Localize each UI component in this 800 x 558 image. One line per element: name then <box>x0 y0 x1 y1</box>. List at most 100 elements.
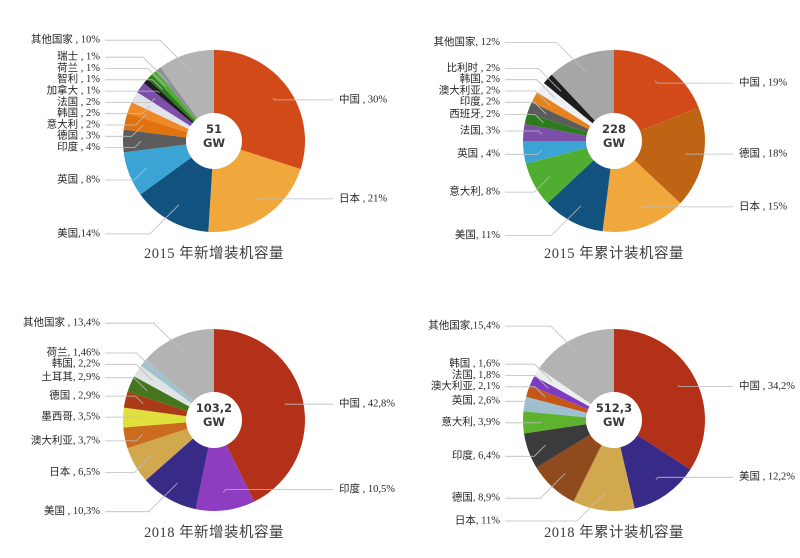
pie-slice-美国 <box>140 141 214 232</box>
leader-line <box>505 473 566 499</box>
slice-label-中国: 中国 , 19% <box>739 76 787 89</box>
slice-label-美国: 美国, 11% <box>455 228 500 241</box>
slice-label-韩国: 韩国, 2% <box>460 72 500 85</box>
slice-label-英国: 英国 , 8% <box>57 172 100 185</box>
leader-line <box>505 375 549 389</box>
leader-line <box>105 113 147 126</box>
slice-label-其他国家: 其他国家 , 13,4% <box>23 316 100 329</box>
leader-line <box>505 114 544 124</box>
donut-hole <box>586 113 642 169</box>
slice-label-德国: 德国, 8,9% <box>452 491 500 504</box>
leader-line <box>105 167 147 181</box>
slice-label-印度: 印度 , 4% <box>57 140 100 153</box>
slice-label-其他国家: 其他国家, 12% <box>434 35 501 48</box>
slice-label-日本: 日本 , 6,5% <box>49 465 100 478</box>
slice-label-美国: 美国 , 10,3% <box>44 504 100 517</box>
leader-line <box>105 363 153 381</box>
chart-cell-2018-cumulative: 中国 , 34,2% 美国 , 12,2% 其他国家,15,4% 韩国 , 1,6% 法… <box>400 279 800 558</box>
slice-label-中国: 中国 , 34,2% <box>739 379 795 392</box>
slice-label-其他国家: 其他国家,15,4% <box>428 319 500 332</box>
leader-line <box>505 325 581 356</box>
slice-label-其他国家: 其他国家 , 10% <box>31 33 100 46</box>
pie-slice-中国 <box>614 50 699 141</box>
leader-line <box>254 198 333 202</box>
slice-label-日本: 日本 , 15% <box>739 199 787 212</box>
slice-label-土耳其: 土耳其, 2,9% <box>41 370 100 383</box>
leader-line <box>105 56 170 84</box>
chart-cell-2015-new: 中国 , 30% 日本 , 21% 其他国家 , 10% 瑞士 , 1% 荷兰 , 1%… <box>0 0 400 279</box>
chart-title: 2018 年新增装机容量 <box>143 525 285 541</box>
slice-label-荷兰: 荷兰 , 1% <box>57 61 100 74</box>
chart-title: 2018 年累计装机容量 <box>543 525 685 541</box>
chart-title: 2015 年新增装机容量 <box>143 246 285 262</box>
pie-slice-其他国家 <box>146 329 214 420</box>
leader-line <box>105 68 167 87</box>
slice-label-韩国: 韩国 , 1,6% <box>449 357 500 370</box>
pie-slice-美国 <box>547 141 614 232</box>
slice-label-德国: 德国 , 18% <box>739 147 787 160</box>
pie-slice-中国 <box>214 329 305 502</box>
leader-line <box>505 149 543 155</box>
slice-label-意大利: 意大利 , 2% <box>47 117 101 130</box>
slice-label-澳大利亚: 澳大利亚, 3,7% <box>31 433 100 446</box>
leader-line <box>105 482 178 513</box>
leader-line <box>638 206 733 210</box>
leader-line <box>105 434 143 442</box>
slice-label-韩国: 韩国, 2,2% <box>52 357 100 370</box>
leader-line <box>105 105 151 115</box>
slice-label-印度: 印度 , 10,5% <box>339 482 395 495</box>
pie-chart-2015-cumulative: 中国 , 19% 德国 , 18% 日本 , 15% 其他国家, 12% 比利时 , 2… <box>434 35 788 241</box>
chart-cell-2015-cumulative: 中国 , 19% 德国 , 18% 日本 , 15% 其他国家, 12% 比利时 , 2… <box>400 0 800 279</box>
leader-line <box>105 377 148 392</box>
pie-slice-美国 <box>614 420 691 509</box>
leader-line <box>505 363 553 382</box>
leader-line <box>105 39 192 73</box>
pie-slice-印度 <box>123 129 214 153</box>
leader-line <box>505 386 546 398</box>
leader-line <box>654 80 733 84</box>
leader-line <box>685 153 733 155</box>
leader-line <box>105 416 142 419</box>
slice-label-印度: 印度, 2% <box>460 95 500 108</box>
leader-line <box>505 42 588 74</box>
leader-line <box>505 492 606 522</box>
slice-label-法国: 法国, 3% <box>460 123 500 136</box>
leader-line <box>105 455 152 474</box>
leader-line <box>105 90 160 94</box>
pie-slice-墨西哥 <box>122 407 214 428</box>
leader-line <box>272 97 333 101</box>
slice-label-美国: 美国,14% <box>57 226 100 239</box>
slice-label-智利: 智利 , 1% <box>57 72 100 85</box>
chart-cell-2018-new: 中国 , 42,8% 印度 , 10,5% 其他国家 , 13,4% 荷兰, 1,46… <box>0 279 400 558</box>
slice-label-印度: 印度, 6,4% <box>452 449 500 462</box>
slice-label-西班牙: 西班牙, 2% <box>449 108 500 120</box>
pie-slice-日本 <box>208 141 301 232</box>
slice-label-英国: 英国, 2,6% <box>452 394 500 407</box>
donut-hole <box>586 392 642 448</box>
pie-chart-2018-new: 中国 , 42,8% 印度 , 10,5% 其他国家 , 13,4% 荷兰, 1,46… <box>23 316 395 517</box>
leader-line <box>105 395 144 404</box>
pie-chart-2015-new: 中国 , 30% 日本 , 21% 其他国家 , 10% 瑞士 , 1%荷兰 , 1%… <box>31 33 387 240</box>
leader-line <box>505 79 556 99</box>
pie-chart-2018-cumulative: 中国 , 34,2% 美国 , 12,2% 其他国家,15,4% 韩国 , 1,6%法… <box>428 319 795 527</box>
pie-slice-德国 <box>614 107 706 204</box>
pie-slice-美国 <box>145 420 214 510</box>
leader-line <box>105 79 163 90</box>
donut-hole <box>186 392 242 448</box>
slice-label-比利时: 比利时 , 2% <box>447 61 501 74</box>
slice-label-荷兰: 荷兰, 1,46% <box>47 345 101 358</box>
leader-line <box>505 175 551 193</box>
leader-line <box>505 90 551 107</box>
slice-label-中国: 中国 , 42,8% <box>339 397 395 410</box>
donut-hole <box>186 113 242 169</box>
leader-line <box>655 476 733 480</box>
pie-slice-其他国家 <box>539 329 614 420</box>
slice-label-法国: 法国, 1,8% <box>452 368 500 381</box>
slice-label-澳大利亚: 澳大利亚, 2% <box>439 83 500 96</box>
leader-line <box>105 124 144 137</box>
leader-line <box>105 140 142 149</box>
slice-label-意大利: 意大利, 8% <box>449 184 500 197</box>
slice-label-德国: 德国 , 3% <box>57 129 100 142</box>
slice-label-瑞士: 瑞士 , 1% <box>57 50 100 63</box>
